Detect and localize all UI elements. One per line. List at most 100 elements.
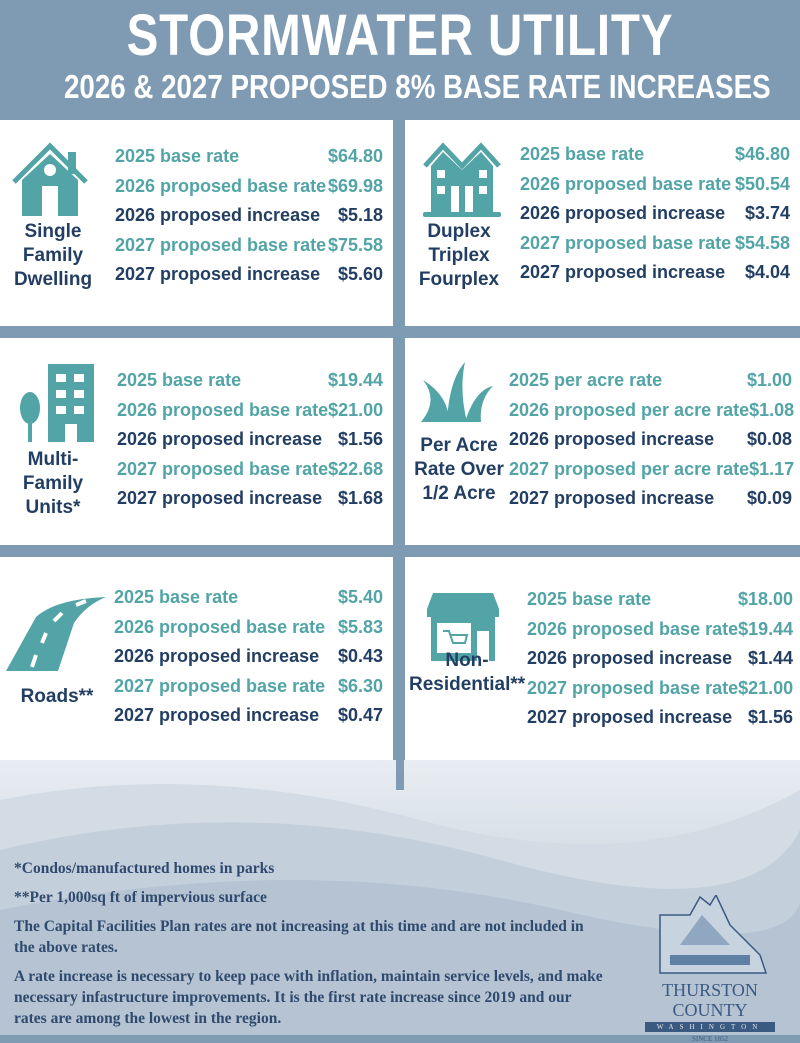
rate-label: 2027 proposed increase xyxy=(114,705,320,725)
rate-label: 2025 base rate xyxy=(114,587,239,607)
county-seal-icon xyxy=(659,893,768,974)
rate-label: 2027 proposed per acre rate xyxy=(509,458,750,479)
category-label: Duplex Triplex Fourplex xyxy=(418,221,500,290)
note-paragraph: The Capital Facilities Plan rates are no… xyxy=(14,918,584,956)
rate-label: 2027 proposed base rate xyxy=(520,232,732,253)
rate-value: $0.09 xyxy=(746,488,792,508)
rate-value: $18.00 xyxy=(737,589,793,609)
rate-row: 2026 proposed increase $5.18 xyxy=(115,205,383,235)
rate-row: 2026 proposed increase $1.44 xyxy=(527,648,793,678)
rate-list: 2025 base rate $46.80 2026 proposed base … xyxy=(520,144,790,292)
rate-value: $21.00 xyxy=(738,677,794,698)
rate-row: 2026 proposed base rate $19.44 xyxy=(527,619,793,649)
rate-value: $54.58 xyxy=(734,232,790,253)
rate-value: $1.00 xyxy=(746,370,792,390)
rate-label: 2027 proposed increase xyxy=(115,264,321,284)
rate-value: $5.18 xyxy=(337,205,383,225)
rate-row: 2025 base rate $64.80 xyxy=(115,146,383,176)
panel-non-residential: Non-Residential** 2025 base rate $18.00 2… xyxy=(405,557,800,760)
rate-label: 2025 base rate xyxy=(117,370,242,390)
storefront-icon xyxy=(427,593,499,661)
rate-label: 2026 proposed increase xyxy=(527,648,733,668)
rate-row: 2027 proposed base rate $75.58 xyxy=(115,235,383,265)
rate-value: $1.56 xyxy=(747,707,793,727)
rate-row: 2026 proposed increase $0.43 xyxy=(114,646,383,676)
duplex-icon xyxy=(423,142,501,217)
mountain-background xyxy=(0,760,800,1035)
rate-row: 2026 proposed increase $0.08 xyxy=(509,429,792,459)
category-label: Per Acre Rate Over 1/2 Acre xyxy=(414,435,504,504)
rate-value: $5.83 xyxy=(337,616,383,637)
rate-label: 2026 proposed increase xyxy=(520,203,726,223)
rate-label: 2027 proposed increase xyxy=(117,488,323,508)
rate-label: 2027 proposed increase xyxy=(520,262,726,282)
rate-label: 2027 proposed base rate xyxy=(114,675,326,696)
rate-value: $3.74 xyxy=(744,203,790,223)
rate-row: 2026 proposed increase $3.74 xyxy=(520,203,790,233)
rate-value: $69.98 xyxy=(327,175,383,196)
rate-label: 2025 base rate xyxy=(115,146,240,166)
rate-row: 2026 proposed base rate $50.54 xyxy=(520,174,790,204)
rate-row: 2025 per acre rate $1.00 xyxy=(509,370,792,400)
rate-list: 2025 base rate $18.00 2026 proposed base … xyxy=(527,589,793,737)
rate-row: 2027 proposed base rate $21.00 xyxy=(527,678,793,708)
divider xyxy=(396,740,404,790)
rate-row: 2026 proposed base rate $69.98 xyxy=(115,176,383,206)
apartment-building-icon xyxy=(20,364,94,442)
rate-value: $19.44 xyxy=(327,370,383,390)
rate-list: 2025 base rate $64.80 2026 proposed base … xyxy=(115,146,383,294)
rate-row: 2026 proposed per acre rate $1.08 xyxy=(509,400,794,430)
rate-value: $21.00 xyxy=(328,399,384,420)
rate-list: 2025 per acre rate $1.00 2026 proposed pe… xyxy=(509,370,795,518)
rate-label: 2025 base rate xyxy=(527,589,652,609)
rate-label: 2025 base rate xyxy=(520,144,645,164)
rate-value: $22.68 xyxy=(328,458,384,479)
rate-value: $5.40 xyxy=(337,587,383,607)
rate-value: $0.47 xyxy=(337,705,383,725)
page-title: STORMWATER UTILITY xyxy=(126,3,674,68)
rate-row: 2025 base rate $18.00 xyxy=(527,589,793,619)
rate-row: 2026 proposed increase $1.56 xyxy=(117,429,383,459)
rate-value: $46.80 xyxy=(734,144,790,164)
rate-value: $64.80 xyxy=(327,146,383,166)
rate-row: 2027 proposed base rate $6.30 xyxy=(114,676,383,706)
rate-label: 2026 proposed increase xyxy=(117,429,323,449)
rate-row: 2026 proposed base rate $21.00 xyxy=(117,400,383,430)
road-icon xyxy=(6,597,106,671)
rate-list: 2025 base rate $19.44 2026 proposed base … xyxy=(117,370,383,518)
rate-label: 2026 proposed base rate xyxy=(527,618,739,639)
header: STORMWATER UTILITY 2026 & 2027 PROPOSED … xyxy=(0,0,800,118)
rate-label: 2026 proposed base rate xyxy=(117,399,329,420)
rate-value: $1.44 xyxy=(747,648,793,668)
category-label: Multi-Family Units* xyxy=(22,449,84,518)
rate-row: 2027 proposed base rate $22.68 xyxy=(117,459,383,489)
rate-value: $75.58 xyxy=(327,234,383,255)
panel-multi-family: Multi-Family Units* 2025 base rate $19.44… xyxy=(0,338,393,545)
rate-label: 2026 proposed base rate xyxy=(114,616,326,637)
since-year: SINCE 1852 xyxy=(692,1035,728,1043)
thurston-county-logo: THURSTON COUNTY WASHINGTON SINCE 1852 xyxy=(625,893,795,1043)
rate-row: 2027 proposed increase $0.09 xyxy=(509,488,792,518)
county-name: THURSTON COUNTY xyxy=(662,980,758,1020)
panel-roads: Roads** 2025 base rate $5.40 2026 propose… xyxy=(0,557,393,760)
rate-list: 2025 base rate $5.40 2026 proposed base r… xyxy=(114,587,383,735)
rate-value: $1.56 xyxy=(337,429,383,449)
rate-value: $1.17 xyxy=(749,458,795,479)
rate-value: $1.68 xyxy=(337,488,383,508)
house-icon xyxy=(12,142,88,216)
rate-label: 2026 proposed base rate xyxy=(520,173,732,194)
category-label: Single Family Dwelling xyxy=(13,221,93,290)
note-paragraph: A rate increase is necessary to keep pac… xyxy=(14,968,603,1027)
category-label: Roads** xyxy=(20,686,94,707)
panel-single-family: Single Family Dwelling 2025 base rate $64… xyxy=(0,120,393,326)
rate-label: 2027 proposed increase xyxy=(509,488,715,508)
rate-row: 2027 proposed per acre rate $1.17 xyxy=(509,458,795,489)
rate-label: 2027 proposed base rate xyxy=(117,458,329,479)
rate-row: 2027 proposed increase $1.56 xyxy=(527,707,793,737)
footnotes: *Condos/manufactured homes in parks **Pe… xyxy=(14,858,604,1037)
mountain-waves xyxy=(0,784,800,1035)
rate-label: 2026 proposed increase xyxy=(115,205,321,225)
rate-label: 2027 proposed increase xyxy=(527,707,733,727)
rate-label: 2025 per acre rate xyxy=(509,370,663,390)
panel-duplex: Duplex Triplex Fourplex 2025 base rate $4… xyxy=(405,120,800,326)
